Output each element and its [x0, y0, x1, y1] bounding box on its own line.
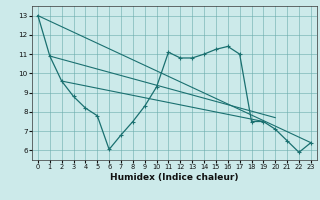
X-axis label: Humidex (Indice chaleur): Humidex (Indice chaleur) [110, 173, 239, 182]
